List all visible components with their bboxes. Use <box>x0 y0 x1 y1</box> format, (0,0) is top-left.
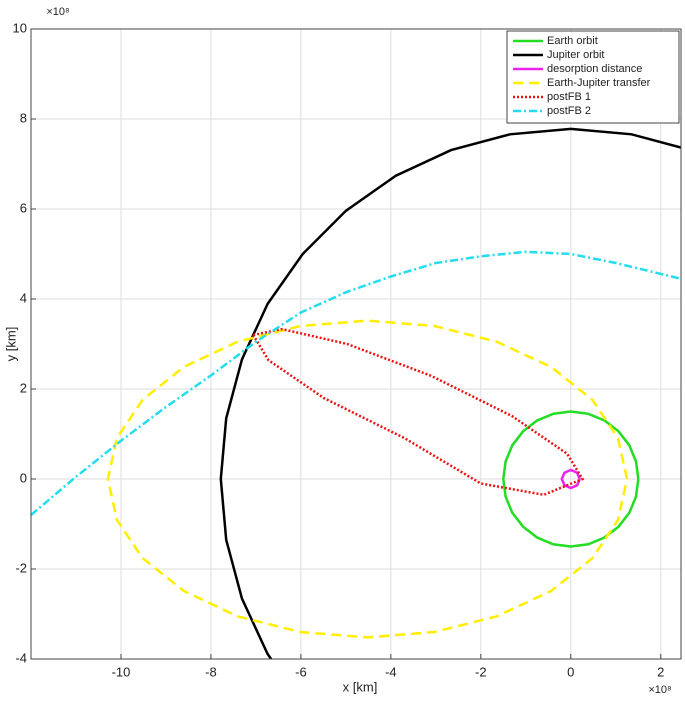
x-tick-label: -8 <box>205 664 217 679</box>
y-tick-label: 0 <box>20 470 27 485</box>
legend-box <box>506 30 680 124</box>
x-tick-label: -10 <box>112 664 131 679</box>
y-multiplier: ×10⁸ <box>46 6 69 18</box>
y-tick-label: 4 <box>20 290 27 305</box>
y-tick-label: 8 <box>20 110 27 125</box>
x-tick-label: -4 <box>385 664 397 679</box>
series-line <box>219 127 681 659</box>
y-tick-label: -4 <box>15 650 27 665</box>
legend-label: postFB 1 <box>547 91 591 103</box>
y-tick-label: 2 <box>20 380 27 395</box>
x-tick-label: -6 <box>295 664 307 679</box>
series-line <box>560 468 581 490</box>
y-tick-label: 6 <box>20 200 27 215</box>
x-axis-label: x [km] <box>343 679 378 694</box>
plot-area <box>31 29 681 659</box>
legend-label: postFB 2 <box>547 105 591 117</box>
series-line <box>31 250 681 516</box>
series-line <box>252 327 585 497</box>
x-multiplier: ×10⁸ <box>648 684 671 696</box>
legend-label: desorption distance <box>547 63 642 75</box>
y-axis-label: y [km] <box>3 327 18 362</box>
x-tick-label: 2 <box>657 664 664 679</box>
series-line <box>502 410 640 548</box>
x-tick-label: 0 <box>567 664 574 679</box>
legend-label: Earth orbit <box>547 35 598 47</box>
y-tick-label: 10 <box>13 20 27 35</box>
y-tick-label: -2 <box>15 560 27 575</box>
plot-frame <box>30 28 682 660</box>
legend-label: Jupiter orbit <box>547 49 604 61</box>
series-line <box>106 319 629 639</box>
legend-label: Earth-Jupiter transfer <box>547 77 651 89</box>
x-tick-label: -2 <box>475 664 487 679</box>
